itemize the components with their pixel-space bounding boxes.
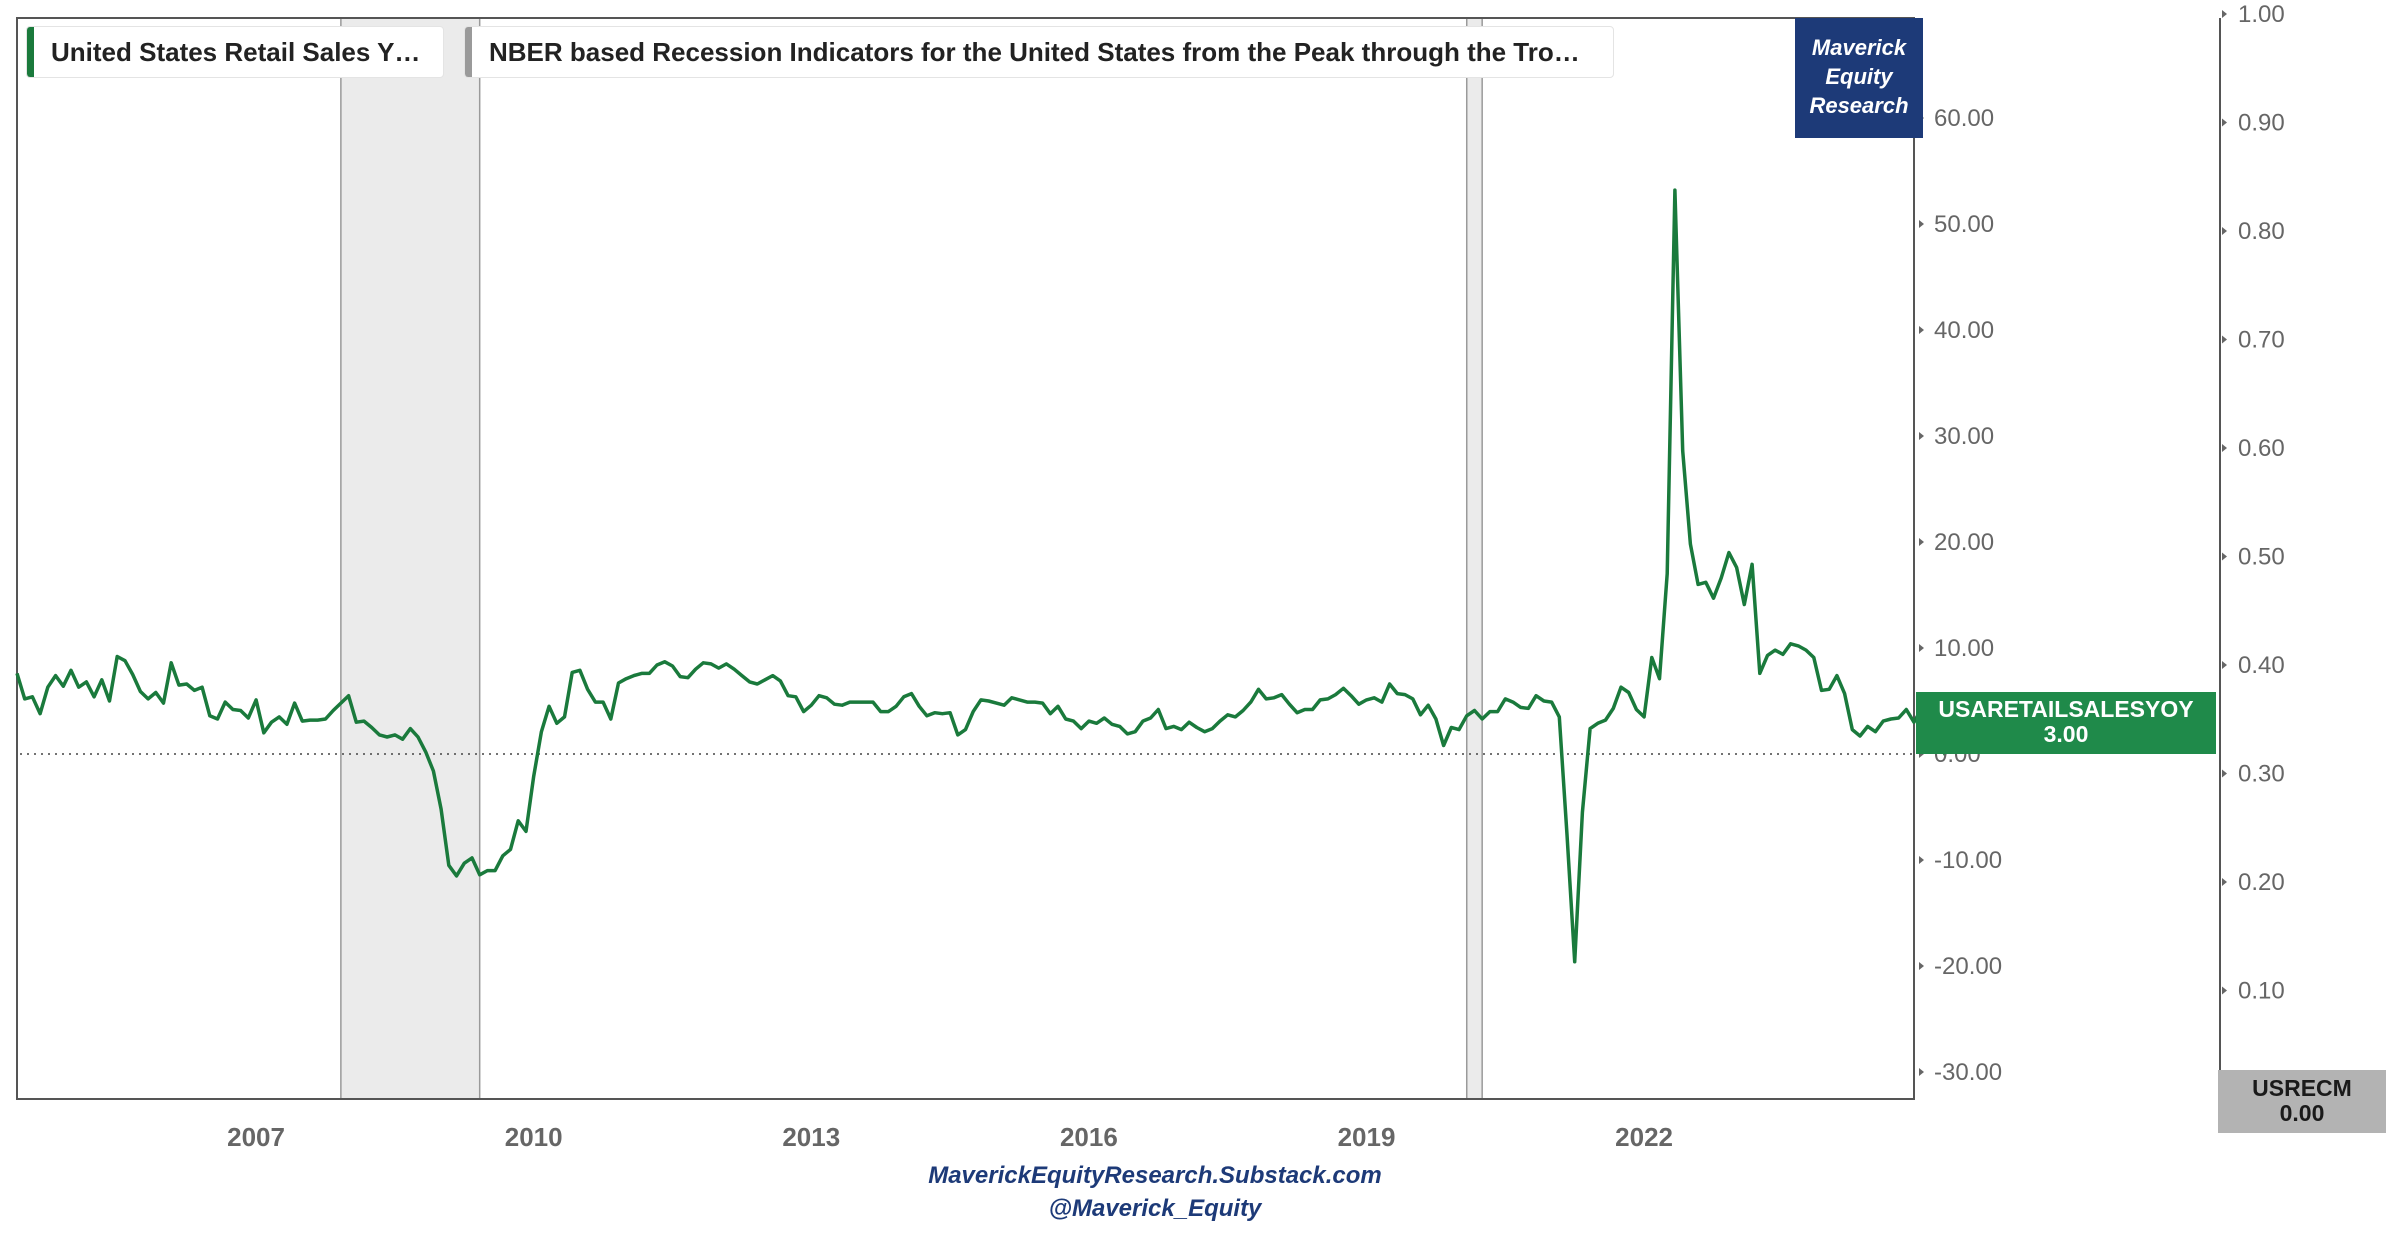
- y-left-tick-label: 40.00: [1934, 317, 1994, 344]
- x-tick-label: 2019: [1338, 1122, 1396, 1152]
- y-right-tick-label: 0.70: [2238, 327, 2285, 354]
- y-right-tick-mark: [2222, 661, 2227, 669]
- badge-line-1: Maverick: [1811, 35, 1907, 60]
- y-left-tick-label: 50.00: [1934, 211, 1994, 238]
- recession-bands: [340, 17, 1483, 1100]
- y-right-tick-mark: [2222, 227, 2227, 235]
- y-left-tick-mark: [1919, 644, 1924, 652]
- y-right-tick-label: 0.20: [2238, 869, 2285, 896]
- badge-line-3: Research: [1809, 93, 1909, 118]
- y-right-tick-label: 0.90: [2238, 110, 2285, 137]
- y-left-tick-label: 30.00: [1934, 423, 1994, 450]
- x-tick-label: 2013: [782, 1122, 840, 1152]
- x-axis: 2007 2010 2013 2016 2019 2022: [227, 1122, 1673, 1152]
- y-right-tick-mark: [2222, 769, 2227, 778]
- y-right-tick-label: 0.50: [2238, 544, 2285, 571]
- y-right-tick-label: 0.40: [2238, 652, 2285, 679]
- y-axis-left: 60.0050.0040.0030.0020.0010.000.00-10.00…: [1919, 105, 2002, 1086]
- y-left-tick-mark: [1919, 856, 1924, 864]
- footer-substack-link[interactable]: MaverickEquityResearch.Substack.com: [928, 1162, 1382, 1189]
- y-left-tick-label: 20.00: [1934, 529, 1994, 556]
- legend-label-recession: NBER based Recession Indicators for the …: [489, 36, 1580, 67]
- y-left-tick-mark: [1919, 1068, 1924, 1076]
- legend-label-retail-sales: United States Retail Sales Y…: [51, 36, 421, 67]
- legend-item-retail-sales[interactable]: United States Retail Sales Y…: [26, 26, 444, 78]
- y-left-tick-mark: [1919, 326, 1924, 334]
- x-tick-label: 2007: [227, 1122, 285, 1152]
- recession-band-1: [340, 17, 481, 1100]
- y-left-tick-label: -10.00: [1934, 847, 2002, 874]
- y-left-tick-label: -30.00: [1934, 1059, 2002, 1086]
- retail-tag-name: USARETAILSALESYOY: [1938, 696, 2194, 722]
- y-right-tick-label: 0.60: [2238, 435, 2285, 462]
- retail-value-tag: USARETAILSALESYOY 3.00: [1916, 692, 2216, 754]
- y-left-tick-mark: [1919, 962, 1924, 970]
- x-tick-label: 2022: [1615, 1122, 1673, 1152]
- y-left-tick-mark: [1919, 220, 1924, 228]
- retail-sales-yoy-line: [15, 188, 1970, 964]
- x-tick-label: 2010: [505, 1122, 563, 1152]
- x-tick-label: 2016: [1060, 1122, 1118, 1152]
- y-right-tick-mark: [2222, 986, 2227, 995]
- retail-tag-value: 3.00: [2043, 721, 2089, 747]
- y-left-tick-label: -20.00: [1934, 953, 2002, 980]
- legend-item-recession[interactable]: NBER based Recession Indicators for the …: [464, 26, 1614, 78]
- y-left-tick-label: 60.00: [1934, 105, 1994, 132]
- recession-tag-value: 0.00: [2279, 1100, 2325, 1126]
- maverick-logo-badge: Maverick Equity Research: [1795, 18, 1923, 138]
- y-right-tick-label: 0.30: [2238, 761, 2285, 788]
- legend-swatch-recession: [465, 27, 472, 77]
- legend-swatch-retail-sales: [27, 27, 34, 77]
- recession-value-tag: USRECM 0.00: [2218, 1070, 2386, 1133]
- y-right-tick-mark: [2222, 10, 2227, 18]
- footer-twitter-handle[interactable]: @Maverick_Equity: [1048, 1195, 1262, 1222]
- recession-tag-name: USRECM: [2252, 1075, 2352, 1101]
- y-right-tick-mark: [2222, 878, 2227, 886]
- y-right-tick-mark: [2222, 335, 2227, 344]
- y-right-tick-mark: [2222, 552, 2227, 561]
- y-right-tick-label: 0.80: [2238, 218, 2285, 245]
- plot-frame: [16, 17, 1915, 1100]
- y-axis-right: 1.00 0.90 0.80 0.70 0.60 0.50 0.40 0.30 0.20 0.10…: [2222, 1, 2285, 1113]
- y-left-tick-label: 10.00: [1934, 635, 1994, 662]
- y-right-tick-label: 0.10: [2238, 978, 2285, 1005]
- y-right-tick-mark: [2222, 118, 2227, 127]
- recession-band-2: [1465, 17, 1483, 1100]
- y-right-tick-label: 1.00: [2238, 1, 2285, 28]
- y-left-tick-mark: [1919, 538, 1924, 546]
- y-left-tick-mark: [1919, 432, 1924, 440]
- y-right-tick-mark: [2222, 444, 2227, 452]
- badge-line-2: Equity: [1825, 64, 1893, 89]
